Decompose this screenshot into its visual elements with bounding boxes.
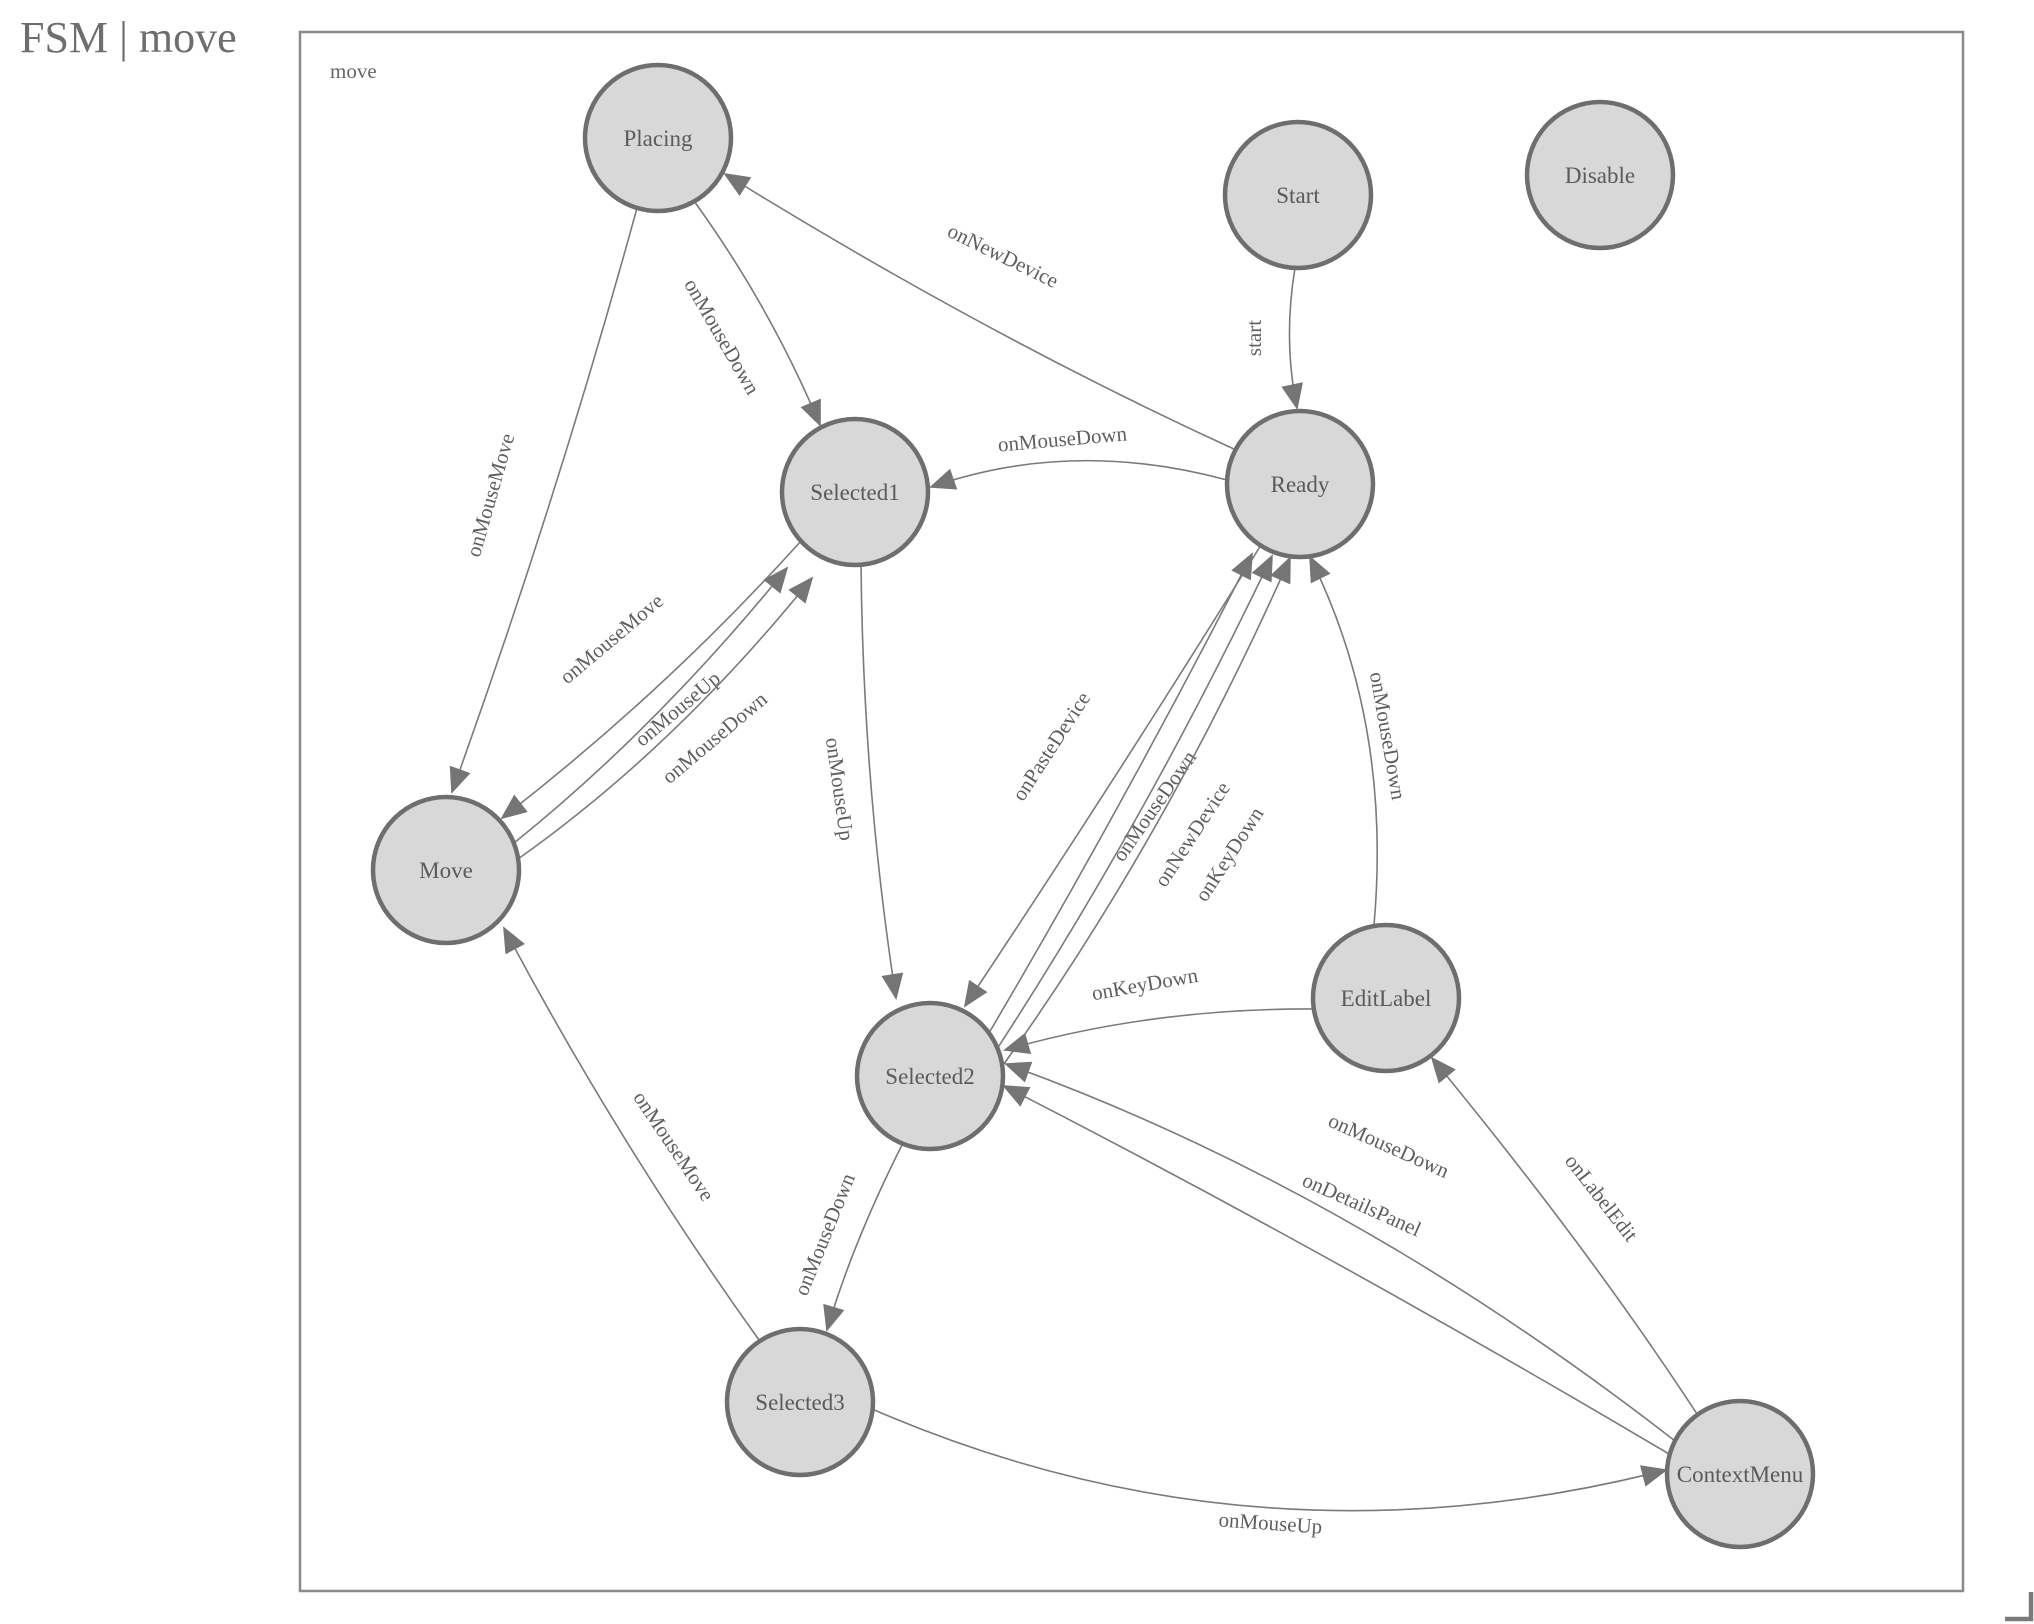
- state-label: Start: [1276, 183, 1320, 208]
- transition-label: onLabelEdit: [1560, 1149, 1643, 1246]
- transition-ready-selected2: onPasteDevice: [963, 544, 1262, 1008]
- state-node-contextmenu[interactable]: ContextMenu: [1664, 1398, 1816, 1550]
- diagram-frame: [298, 30, 1965, 1593]
- state-label: Selected2: [885, 1064, 974, 1089]
- transition-label: onMouseUp: [821, 736, 859, 842]
- transition-label: start: [1242, 320, 1266, 356]
- transition-editlabel-ready: onMouseDown: [1309, 555, 1411, 926]
- state-node-disable[interactable]: Disable: [1524, 99, 1676, 251]
- transition-edge[interactable]: [503, 926, 760, 1341]
- state-node-placing[interactable]: Placing: [582, 62, 734, 214]
- state-label: ContextMenu: [1677, 1462, 1804, 1487]
- transition-edge[interactable]: [1004, 1061, 1676, 1442]
- corner-bracket-icon: [2005, 1592, 2034, 1622]
- state-circle[interactable]: [1224, 408, 1376, 560]
- transition-edge[interactable]: [500, 540, 802, 820]
- transition-edge[interactable]: [860, 562, 904, 1000]
- transition-edge[interactable]: [723, 172, 1237, 451]
- state-circle[interactable]: [779, 416, 931, 568]
- transition-label: onMouseUp: [1218, 1507, 1323, 1538]
- transition-edge[interactable]: [1000, 556, 1291, 1069]
- transition-label: onMouseDown: [1325, 1108, 1454, 1183]
- state-node-start[interactable]: Start: [1222, 119, 1374, 271]
- transition-selected3-move: onMouseMove: [503, 926, 760, 1341]
- transition-contextmenu-editlabel: onLabelEdit: [1430, 1056, 1698, 1415]
- transition-label: onMouseDown: [1365, 670, 1411, 802]
- transition-edge[interactable]: [693, 200, 821, 427]
- transition-edge[interactable]: [871, 1408, 1668, 1512]
- transition-edge[interactable]: [929, 459, 1228, 490]
- transition-edge[interactable]: [1430, 1056, 1698, 1415]
- state-node-selected2[interactable]: Selected2: [854, 1000, 1006, 1152]
- state-circle[interactable]: [1664, 1398, 1816, 1550]
- transition-edge[interactable]: [994, 554, 1273, 1053]
- state-label: Disable: [1565, 163, 1635, 188]
- transition-label: onMouseDown: [997, 421, 1129, 456]
- state-circle[interactable]: [370, 794, 522, 946]
- transition-placing-move: onMouseMove: [449, 207, 638, 794]
- transition-ready-placing: onNewDevice: [723, 172, 1237, 451]
- transition-ready-selected1: onMouseDown: [929, 421, 1228, 490]
- state-circle[interactable]: [1222, 119, 1374, 271]
- transition-selected1-selected2: onMouseUp: [821, 562, 904, 1000]
- transition-label: onMouseDown: [789, 1169, 860, 1299]
- transition-placing-selected1: onMouseDown: [679, 200, 821, 427]
- state-node-selected1[interactable]: Selected1: [779, 416, 931, 568]
- transition-edge[interactable]: [513, 566, 789, 844]
- state-node-ready[interactable]: Ready: [1224, 408, 1376, 560]
- transition-label: onMouseMove: [461, 431, 519, 560]
- state-label: Ready: [1271, 472, 1330, 497]
- state-label: Selected3: [755, 1390, 844, 1415]
- transition-edge[interactable]: [1003, 1008, 1315, 1054]
- transition-label: onMouseMove: [555, 589, 668, 689]
- transition-edge[interactable]: [985, 552, 1253, 1039]
- transition-label: onMouseMove: [628, 1087, 719, 1206]
- transition-edge[interactable]: [517, 576, 814, 860]
- transition-contextmenu-selected2-detailspanel: onDetailsPanel: [1002, 1085, 1670, 1455]
- transition-selected3-contextmenu: onMouseUp: [871, 1408, 1668, 1539]
- transition-edge[interactable]: [1281, 267, 1303, 410]
- state-label: Selected1: [810, 480, 899, 505]
- canvas-label: move: [330, 59, 377, 83]
- state-label: Placing: [624, 126, 693, 151]
- state-node-selected3[interactable]: Selected3: [724, 1326, 876, 1478]
- state-circle[interactable]: [1310, 922, 1462, 1074]
- state-circle[interactable]: [1524, 99, 1676, 251]
- transition-label: onMouseDown: [679, 274, 765, 399]
- transition-selected2-selected3: onMouseDown: [789, 1142, 904, 1332]
- state-node-move[interactable]: Move: [370, 794, 522, 946]
- transition-editlabel-selected2: onKeyDown: [1003, 963, 1315, 1054]
- state-node-editlabel[interactable]: EditLabel: [1310, 922, 1462, 1074]
- state-circle[interactable]: [582, 62, 734, 214]
- transition-label: onNewDevice: [944, 219, 1062, 293]
- state-label: EditLabel: [1341, 986, 1432, 1011]
- transition-selected1-move: onMouseMove: [500, 540, 802, 820]
- state-circle[interactable]: [854, 1000, 1006, 1152]
- transition-label: onPasteDevice: [1007, 687, 1095, 805]
- transition-edge[interactable]: [449, 207, 638, 794]
- state-circle[interactable]: [724, 1326, 876, 1478]
- transition-edge[interactable]: [823, 1142, 904, 1332]
- page-title: FSM | move: [20, 13, 237, 62]
- transition-contextmenu-selected2-mousedown: onMouseDown: [1004, 1061, 1676, 1442]
- transition-edge[interactable]: [963, 544, 1262, 1008]
- transition-edge[interactable]: [1309, 555, 1378, 926]
- state-label: Move: [419, 858, 473, 883]
- transition-edge[interactable]: [1002, 1085, 1670, 1455]
- transition-start-ready: start: [1242, 267, 1303, 410]
- transition-label: onKeyDown: [1090, 963, 1200, 1005]
